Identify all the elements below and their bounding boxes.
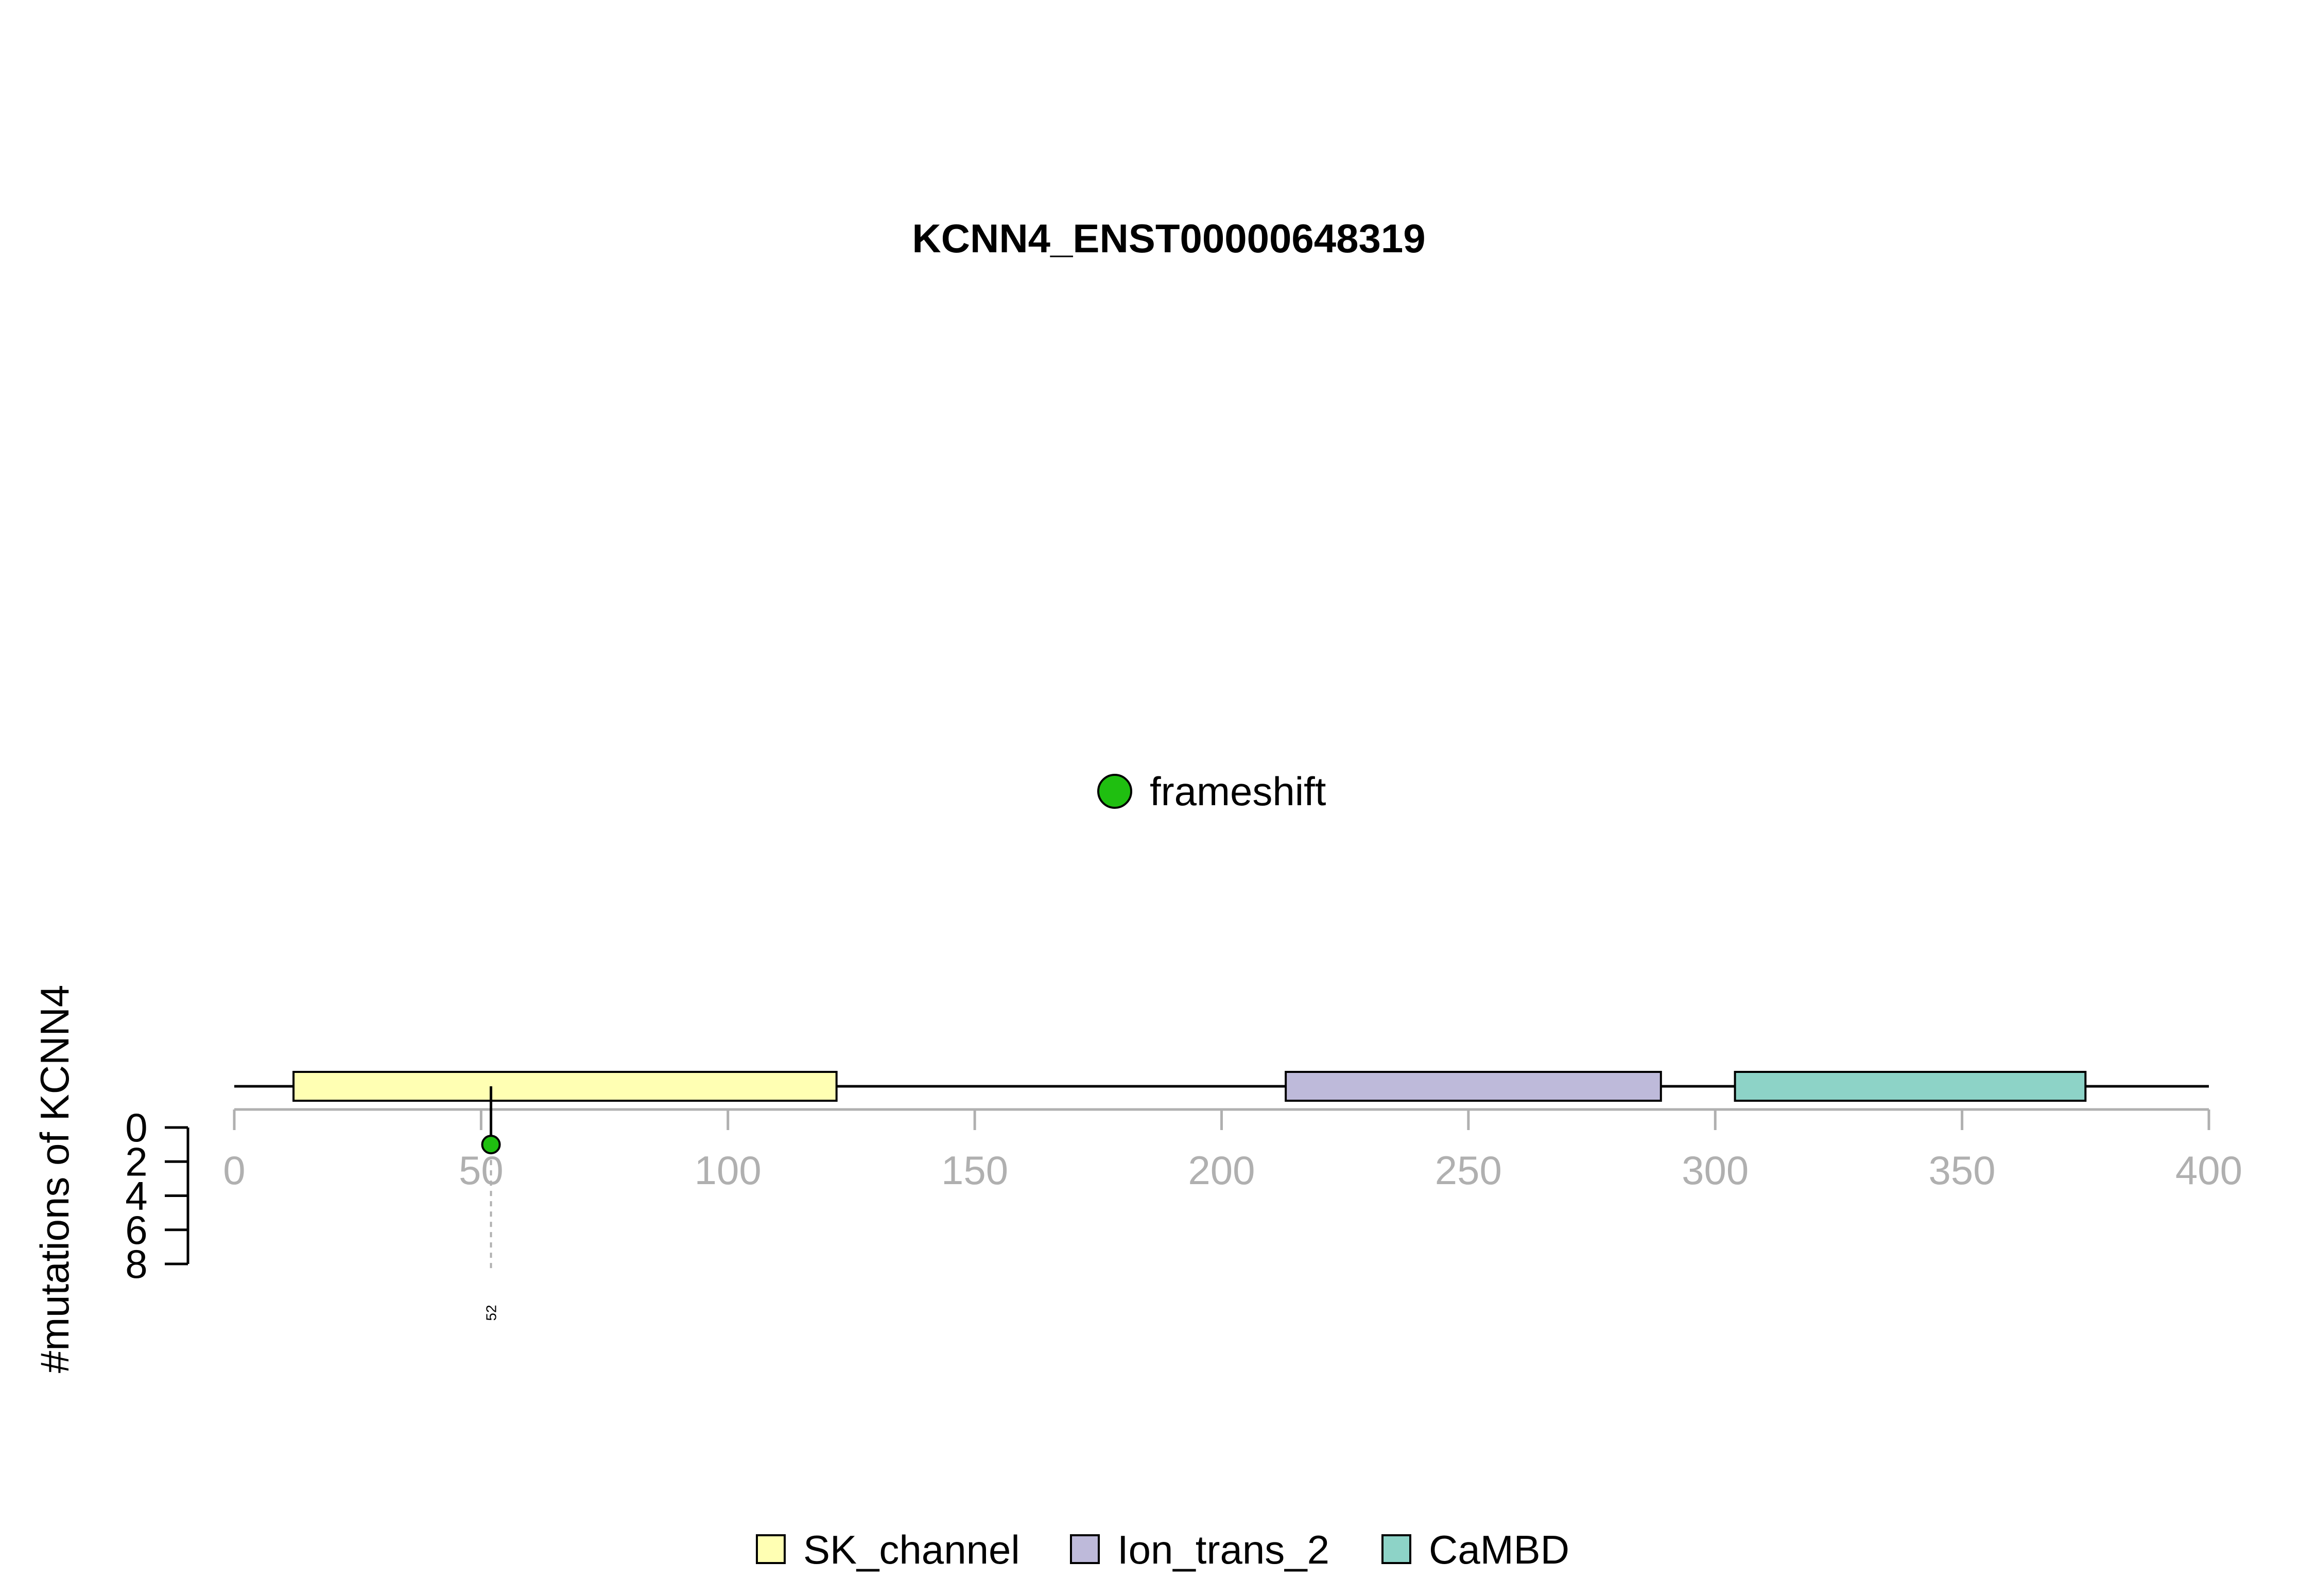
legend-domain-swatch xyxy=(1070,1534,1100,1564)
legend-domain-swatch xyxy=(1381,1534,1411,1564)
y-axis-label: #mutations of KCNN4 xyxy=(32,985,77,1373)
x-tick-label: 250 xyxy=(1435,1148,1502,1193)
legend-domain-label: CaMBD xyxy=(1429,1527,1569,1572)
domain-blocks xyxy=(292,1071,2087,1102)
mutation-lollipops: 52 xyxy=(481,1086,501,1321)
y-tick-label: 2 xyxy=(125,1139,147,1184)
x-tick-label: 150 xyxy=(941,1148,1008,1193)
legend-domain-swatch xyxy=(756,1534,786,1564)
x-tick-label: 0 xyxy=(223,1148,245,1193)
x-axis: 0 50 100 150 200 250 300 350 400 xyxy=(223,1108,2242,1193)
domain-legend: SK_channel Ion_trans_2 CaMBD xyxy=(756,1527,1569,1572)
x-tick-label: 400 xyxy=(2175,1148,2242,1193)
mutation-point xyxy=(481,1135,501,1155)
legend-mutation-label: frameshift xyxy=(1150,769,1326,814)
x-tick-label: 200 xyxy=(1188,1148,1255,1193)
domain-cambd xyxy=(1734,1071,2087,1102)
chart-title: KCNN4_ENST00000648319 xyxy=(912,216,1425,261)
domain-ion-trans-2 xyxy=(1285,1071,1662,1102)
y-tick-label: 4 xyxy=(125,1173,147,1219)
x-tick-label: 350 xyxy=(1929,1148,1996,1193)
mutation-position-label: 52 xyxy=(483,1305,499,1321)
y-tick-label: 8 xyxy=(125,1241,147,1287)
legend-domain-label: SK_channel xyxy=(803,1527,1020,1572)
legend-domain-label: Ion_trans_2 xyxy=(1117,1527,1329,1572)
x-tick-label: 100 xyxy=(695,1148,762,1193)
domain-sk-channel xyxy=(292,1071,838,1102)
mutation-type-legend: frameshift xyxy=(1097,769,1326,814)
x-tick-label: 50 xyxy=(459,1148,504,1193)
legend-mutation-swatch xyxy=(1097,774,1132,809)
y-tick-label: 6 xyxy=(125,1207,147,1253)
x-tick-label: 300 xyxy=(1682,1148,1749,1193)
y-tick-label: 0 xyxy=(125,1105,147,1150)
